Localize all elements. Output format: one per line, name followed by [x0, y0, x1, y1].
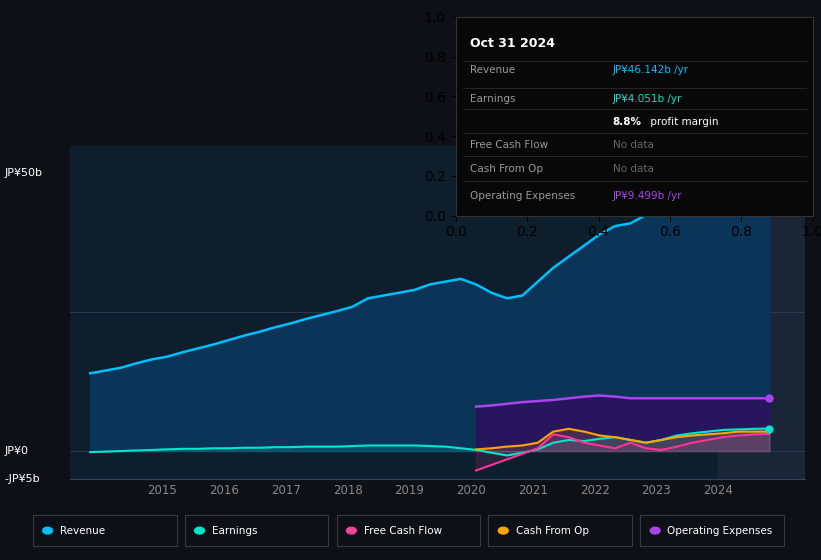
Text: No data: No data: [612, 164, 654, 174]
Text: Oct 31 2024: Oct 31 2024: [470, 37, 555, 50]
Text: Free Cash Flow: Free Cash Flow: [364, 526, 442, 535]
Text: Earnings: Earnings: [212, 526, 257, 535]
Text: profit margin: profit margin: [647, 117, 718, 127]
Text: Cash From Op: Cash From Op: [516, 526, 589, 535]
Text: 8.8%: 8.8%: [612, 117, 642, 127]
Bar: [718, 146, 805, 479]
Text: Earnings: Earnings: [470, 94, 516, 104]
Text: JP¥9.499b /yr: JP¥9.499b /yr: [612, 191, 682, 200]
Text: Revenue: Revenue: [470, 66, 515, 76]
Text: JP¥4.051b /yr: JP¥4.051b /yr: [612, 94, 682, 104]
Text: Revenue: Revenue: [60, 526, 105, 535]
Text: No data: No data: [612, 140, 654, 150]
Text: Operating Expenses: Operating Expenses: [470, 191, 576, 200]
Text: Operating Expenses: Operating Expenses: [667, 526, 773, 535]
Text: Cash From Op: Cash From Op: [470, 164, 543, 174]
Text: Free Cash Flow: Free Cash Flow: [470, 140, 548, 150]
Text: JP¥0: JP¥0: [4, 446, 28, 456]
Text: JP¥46.142b /yr: JP¥46.142b /yr: [612, 66, 689, 76]
Text: -JP¥5b: -JP¥5b: [4, 474, 39, 484]
Text: JP¥50b: JP¥50b: [4, 169, 42, 179]
